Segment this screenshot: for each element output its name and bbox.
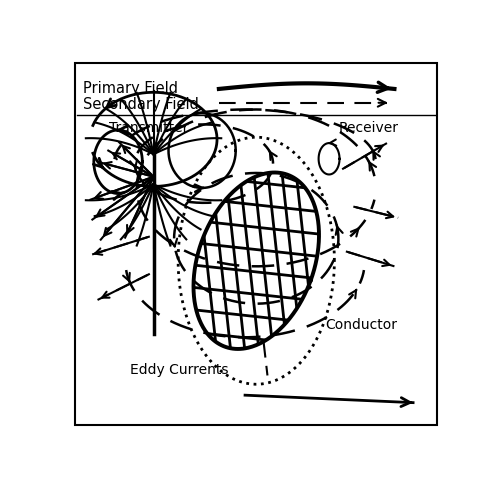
- Text: Secondary Field: Secondary Field: [82, 96, 198, 111]
- Text: Primary Field: Primary Field: [82, 81, 178, 96]
- Text: Eddy Currents: Eddy Currents: [130, 363, 229, 377]
- Text: Receiver: Receiver: [338, 121, 398, 135]
- Text: Transmitter: Transmitter: [108, 121, 188, 135]
- Text: Conductor: Conductor: [326, 318, 398, 332]
